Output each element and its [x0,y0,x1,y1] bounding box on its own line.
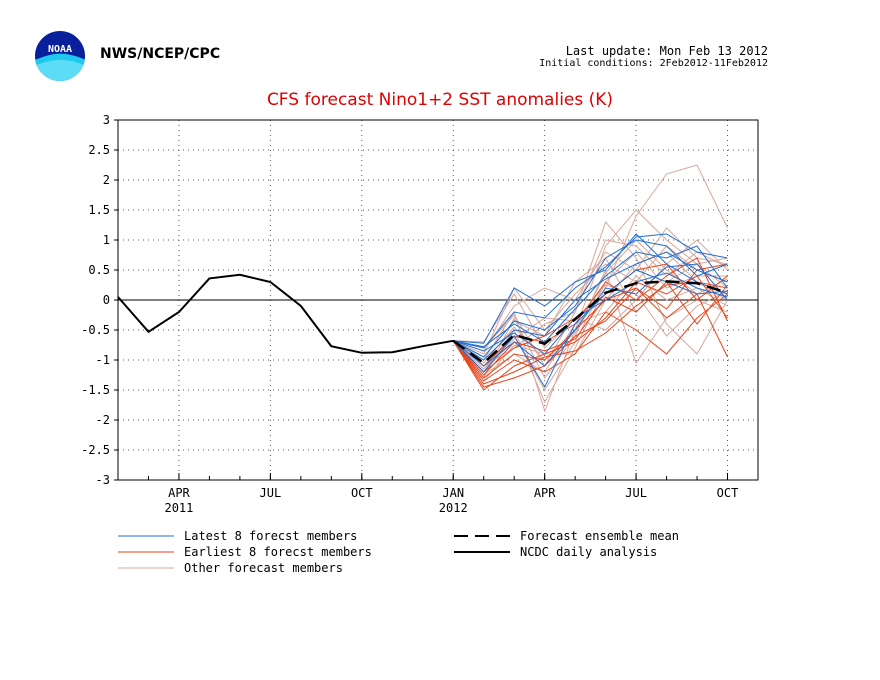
ensemble-mean-line [452,280,728,365]
y-tick-label: -1.5 [81,383,110,397]
latest-member-line [452,263,728,367]
legend-label-earliest: Earliest 8 forecst members [184,545,372,559]
y-tick-label: 1.5 [88,203,110,217]
earliest-member-line [452,281,728,376]
x-tick-label: APR [168,486,190,500]
noaa-logo-icon: NOAA [35,31,85,81]
legend-label-mean: Forecast ensemble mean [520,529,679,543]
last-update-text: Last update: Mon Feb 13 2012 [565,44,768,58]
agency-label: NWS/NCEP/CPC [100,46,221,62]
x-tick-label: JUL [625,486,647,500]
y-tick-label: 2 [103,173,110,187]
legend-label-latest: Latest 8 forecst members [184,529,357,543]
earliest-member-line [452,287,728,379]
y-tick-label: -2 [96,413,110,427]
latest-member-line [452,239,728,358]
chart-title: CFS forecast Nino1+2 SST anomalies (K) [266,90,614,110]
legend-label-analysis: NCDC daily analysis [520,545,657,559]
earliest-member-line [452,293,728,382]
initial-conditions-text: Initial conditions: 2Feb2012-11Feb2012 [539,58,768,69]
y-tick-label: 0.5 [88,263,110,277]
x-tick-label: OCT [351,486,373,500]
y-tick-label: 0 [103,293,110,307]
latest-member-line [453,233,728,344]
x-tick-label: APR [534,486,556,500]
y-tick-label: -0.5 [81,323,110,337]
y-tick-label: -2.5 [81,443,110,457]
earliest-member-line [452,263,728,388]
y-tick-label: 2.5 [88,143,110,157]
latest-member-line [453,245,728,348]
y-tick-label: -3 [96,473,110,487]
other-member-line [452,221,728,367]
logo-text: NOAA [48,44,72,55]
x-tick-label: OCT [717,486,739,500]
x-year-label: 2012 [439,501,468,515]
ncdc-analysis-line [117,273,454,354]
other-member-line [453,245,728,355]
y-tick-label: -1 [96,353,110,367]
earliest-member-line [452,281,728,385]
x-tick-label: JAN [442,486,464,500]
y-tick-label: 3 [103,113,110,127]
y-tick-label: 1 [103,233,110,247]
earliest-member-line [452,257,728,367]
legend-label-other: Other forecast members [184,561,343,575]
latest-member-line [453,233,728,349]
other-member-line [452,209,728,413]
x-year-label: 2011 [164,501,193,515]
x-tick-label: JUL [260,486,282,500]
